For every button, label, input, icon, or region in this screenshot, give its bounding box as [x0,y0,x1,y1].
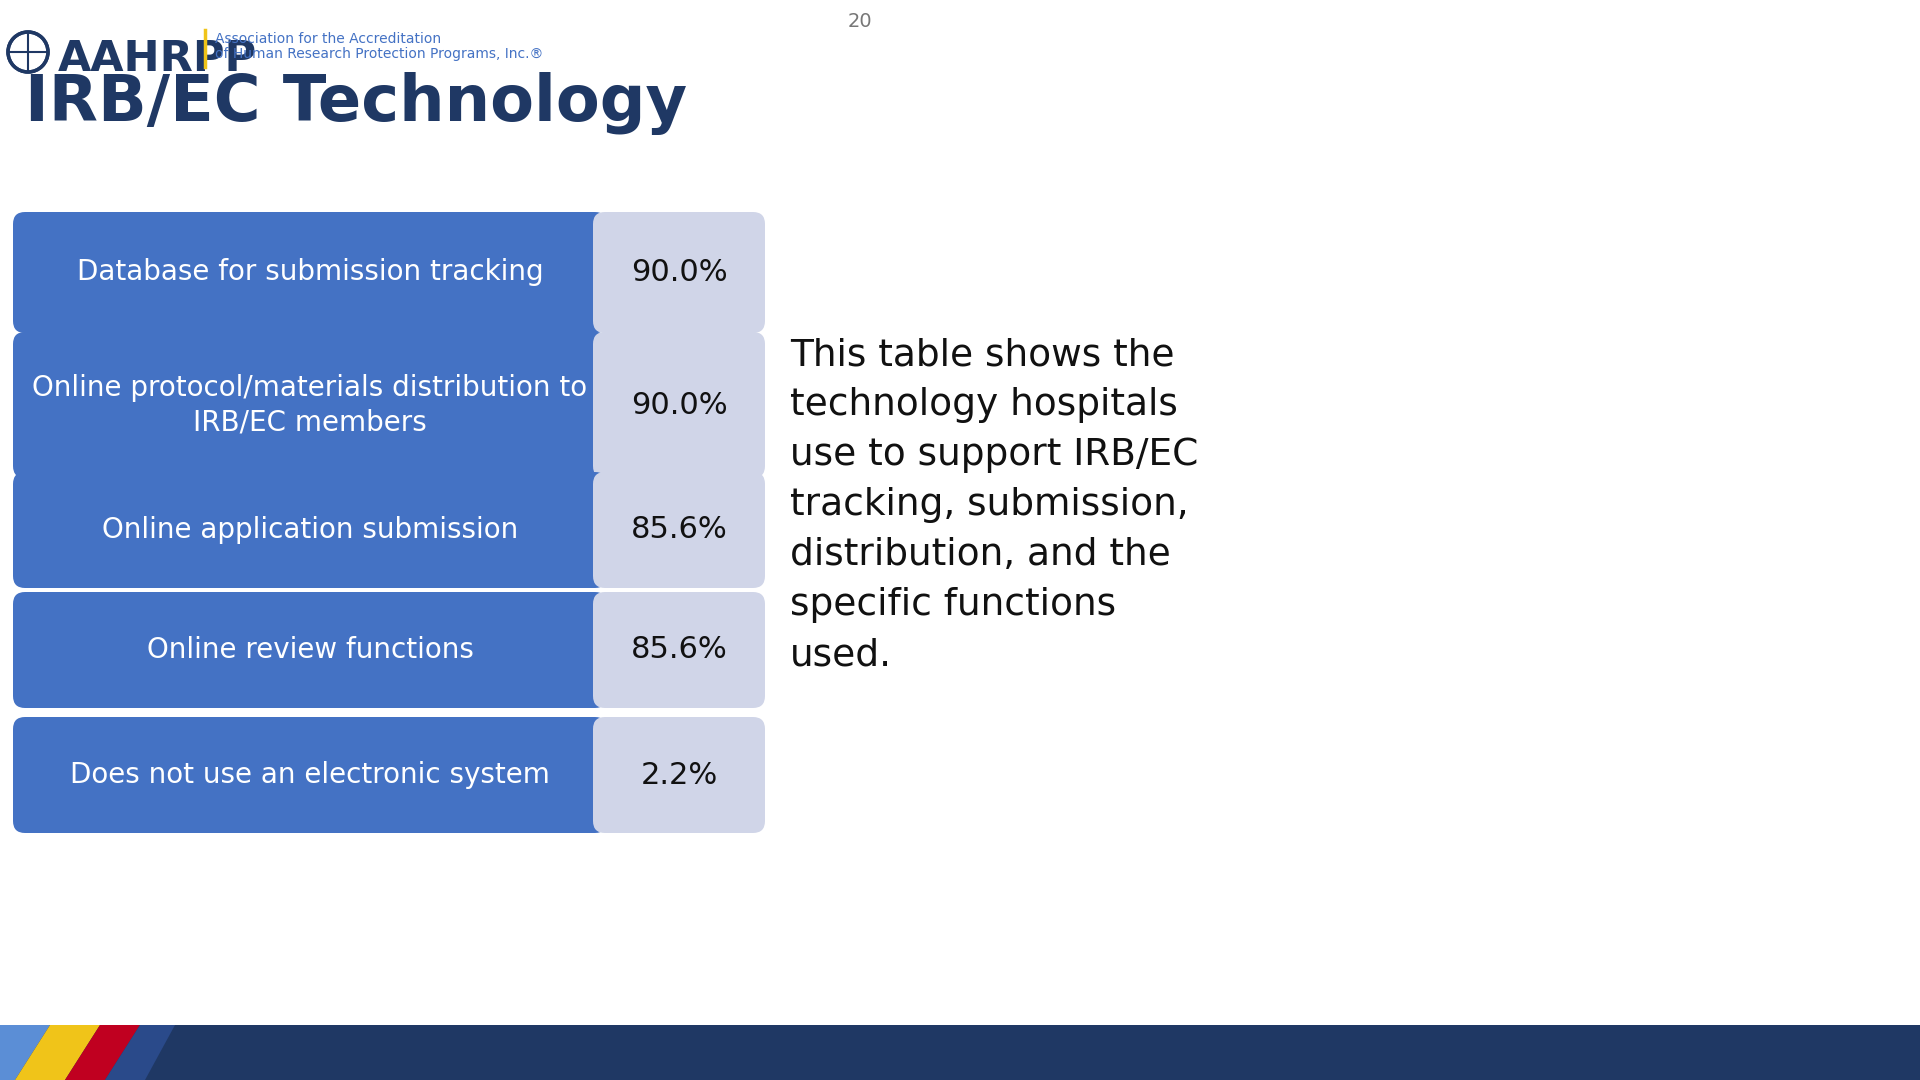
Text: Online protocol/materials distribution to
IRB/EC members: Online protocol/materials distribution t… [33,374,588,436]
Text: 85.6%: 85.6% [630,515,728,544]
FancyBboxPatch shape [13,472,607,588]
Text: Online application submission: Online application submission [102,516,518,544]
Text: 20: 20 [849,12,872,31]
Text: Online review functions: Online review functions [146,636,474,664]
FancyBboxPatch shape [13,332,607,478]
Text: AAHRPP: AAHRPP [58,38,257,80]
FancyBboxPatch shape [593,592,764,708]
FancyBboxPatch shape [13,212,607,333]
FancyBboxPatch shape [13,717,607,833]
Polygon shape [0,1025,50,1080]
Text: 2.2%: 2.2% [641,760,718,789]
FancyBboxPatch shape [13,592,607,708]
Text: Association for the Accreditation: Association for the Accreditation [215,32,442,46]
FancyBboxPatch shape [593,332,764,478]
Text: Does not use an electronic system: Does not use an electronic system [69,761,549,789]
Bar [0,1025,1920,1080]
Text: 90.0%: 90.0% [630,258,728,287]
Polygon shape [106,1025,175,1080]
FancyBboxPatch shape [593,717,764,833]
Text: IRB/EC Technology: IRB/EC Technology [25,72,687,135]
FancyBboxPatch shape [593,472,764,588]
Text: This table shows the
technology hospitals
use to support IRB/EC
tracking, submis: This table shows the technology hospital… [789,337,1198,673]
Text: 90.0%: 90.0% [630,391,728,419]
FancyBboxPatch shape [593,212,764,333]
Text: 85.6%: 85.6% [630,635,728,664]
Polygon shape [65,1025,140,1080]
Text: of Human Research Protection Programs, Inc.®: of Human Research Protection Programs, I… [215,48,543,60]
Text: Database for submission tracking: Database for submission tracking [77,258,543,286]
Polygon shape [15,1025,100,1080]
